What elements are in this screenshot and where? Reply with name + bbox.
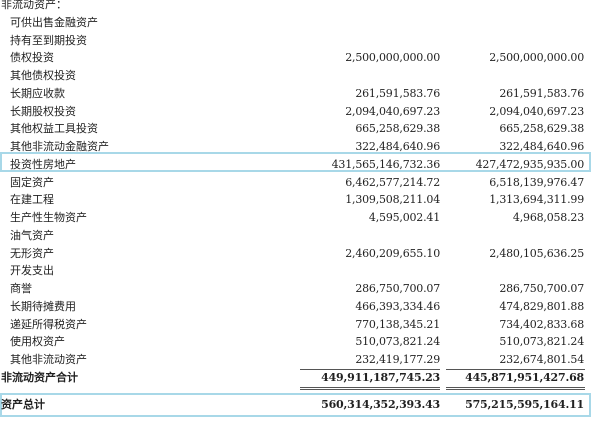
prior-value: 232,674,801.54 (499, 353, 584, 366)
current-value: 2,094,040,697.23 (345, 104, 440, 118)
prior-value: 286,750,700.07 (499, 282, 584, 295)
row-label: 商誉 (10, 282, 32, 295)
prior-value: 2,500,000,000.00 (489, 51, 584, 65)
rule-line (300, 369, 440, 370)
prior-value: 261,591,583.76 (499, 86, 584, 100)
row-label: 开发支出 (10, 264, 54, 278)
highlight-box (0, 152, 591, 172)
current-value: 322,484,640.96 (355, 140, 440, 153)
row-label: 债权投资 (10, 51, 54, 65)
prior-value: 4,968,058.23 (512, 211, 584, 224)
row-label: 固定资产 (10, 175, 54, 189)
row-label: 其他债权投资 (10, 69, 76, 82)
rule-line (446, 389, 585, 390)
row-label: 油气资产 (10, 228, 54, 242)
row-label: 持有至到期投资 (10, 33, 87, 47)
current-value: 4,595,002.41 (368, 211, 440, 224)
rule-line (300, 389, 440, 390)
prior-value: 665,258,629.38 (499, 122, 584, 136)
current-value: 261,591,583.76 (355, 86, 440, 100)
current-value: 510,073,821.24 (355, 335, 440, 349)
row-label: 使用权资产 (10, 335, 65, 349)
row-label: 其他非流动资产 (10, 353, 87, 366)
current-value: 6,462,577,214.72 (345, 175, 440, 189)
row-label: 投资性房地产 (10, 157, 76, 171)
prior-value: 734,402,833.68 (499, 317, 584, 331)
prior-value: 474,829,801.88 (499, 299, 584, 313)
row-label: 生产性生物资产 (10, 211, 87, 224)
rule-line (446, 369, 585, 370)
row-label: 在建工程 (10, 193, 54, 207)
prior-value: 6,518,139,976.47 (489, 175, 584, 189)
prior-value: 427,472,935,935.00 (475, 157, 585, 171)
row-label: 无形资产 (10, 246, 54, 260)
row-label: 资产总计 (1, 398, 45, 411)
current-value: 2,500,000,000.00 (345, 51, 440, 65)
current-value: 286,750,700.07 (355, 282, 440, 295)
current-value: 770,138,345.21 (355, 317, 440, 331)
rule-line (300, 387, 440, 388)
row-label: 其他非流动金融资产 (10, 140, 109, 153)
current-value: 232,419,177.29 (355, 353, 440, 366)
current-value: 560,314,352,393.43 (321, 398, 440, 411)
prior-value: 445,871,951,427.68 (465, 370, 584, 384)
prior-value: 322,484,640.96 (499, 140, 584, 153)
row-label: 非流动资产合计 (1, 370, 78, 384)
current-value: 1,309,508,211.04 (345, 193, 440, 207)
prior-value: 2,480,105,636.25 (489, 246, 584, 260)
row-label: 可供出售金融资产 (10, 15, 98, 29)
prior-value: 510,073,821.24 (499, 335, 584, 349)
row-label: 长期股权投资 (10, 104, 76, 118)
current-value: 2,460,209,655.10 (345, 246, 440, 260)
row-label: 递延所得税资产 (10, 317, 87, 331)
current-value: 449,911,187,745.23 (321, 370, 440, 384)
rule-line (446, 387, 585, 388)
prior-value: 2,094,040,697.23 (489, 104, 584, 118)
row-label: 非流动资产： (1, 0, 67, 11)
row-label: 其他权益工具投资 (10, 122, 98, 136)
prior-value: 1,313,694,311.99 (489, 193, 584, 207)
row-label: 长期应收款 (10, 86, 65, 100)
current-value: 431,565,146,732.36 (331, 157, 441, 171)
prior-value: 575,215,595,164.11 (465, 398, 584, 411)
current-value: 665,258,629.38 (355, 122, 440, 136)
row-label: 长期待摊费用 (10, 299, 76, 313)
current-value: 466,393,334.46 (355, 299, 440, 313)
highlight-box (0, 393, 591, 417)
